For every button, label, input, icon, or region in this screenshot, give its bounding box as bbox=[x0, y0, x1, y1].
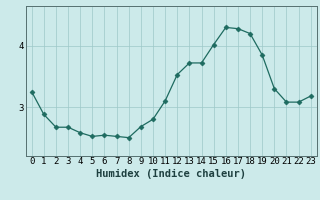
X-axis label: Humidex (Indice chaleur): Humidex (Indice chaleur) bbox=[96, 169, 246, 179]
